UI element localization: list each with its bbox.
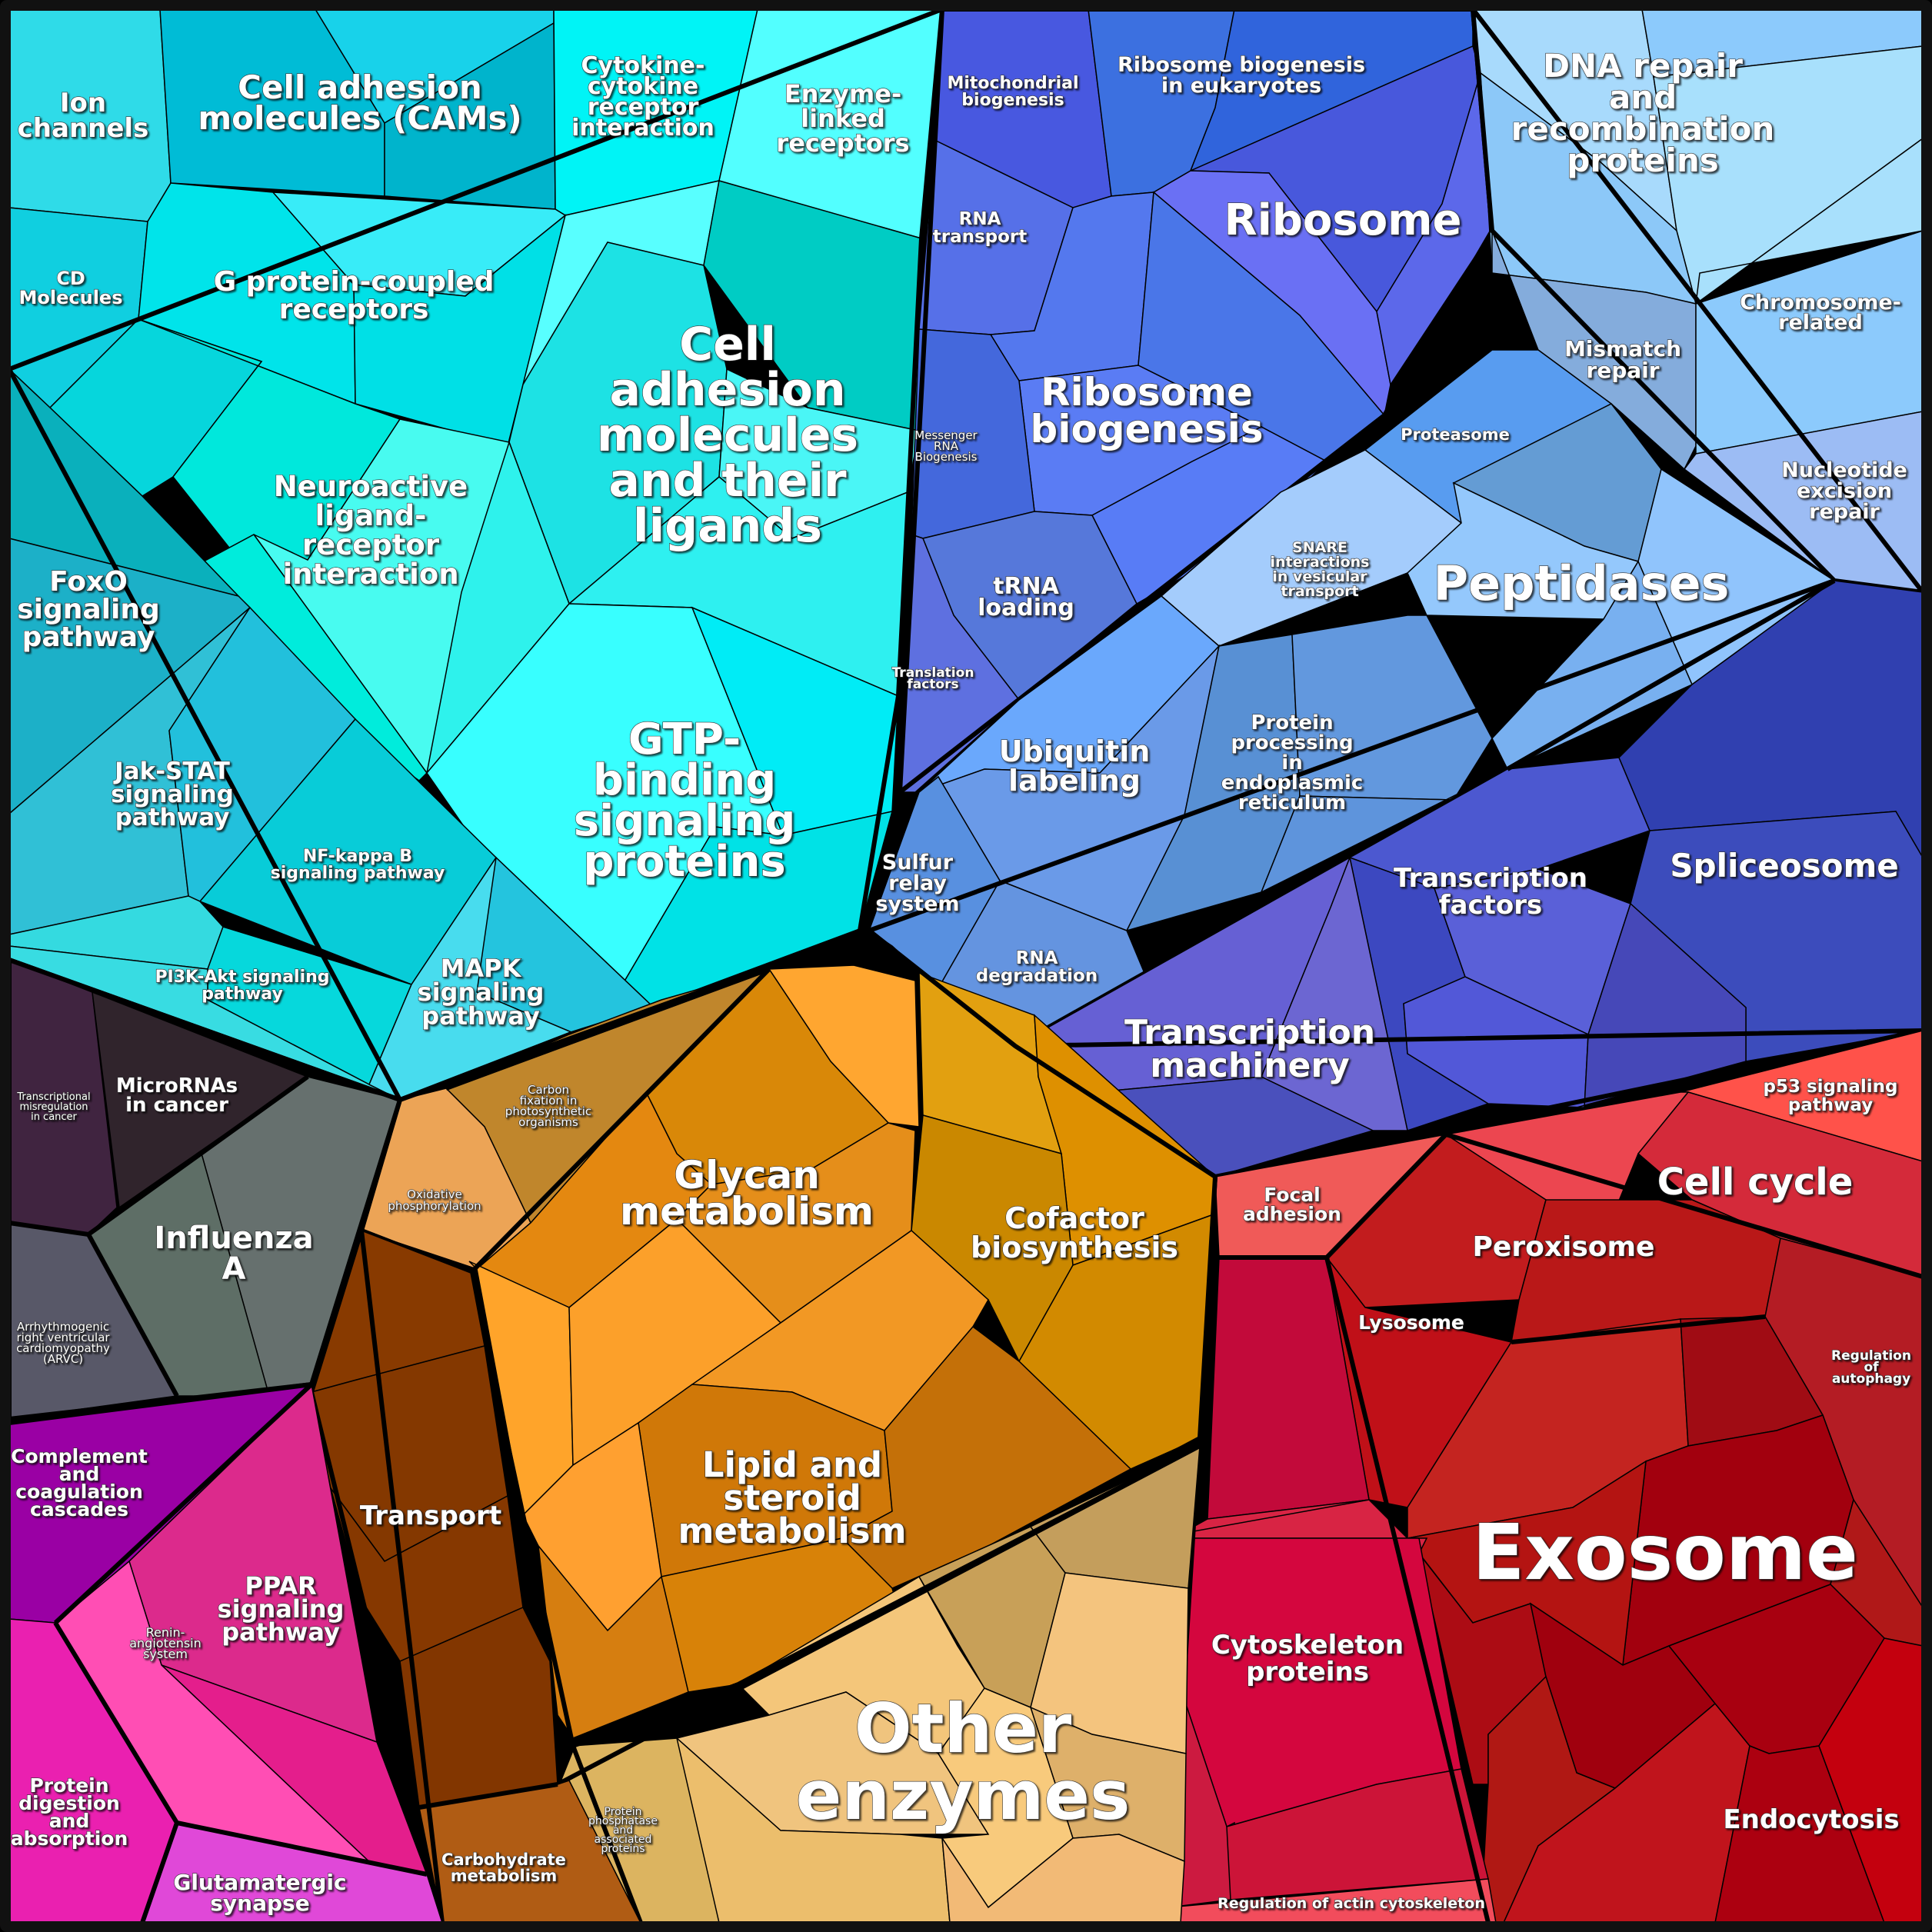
label-renin: Renin-angiotensin system	[129, 1625, 202, 1661]
label-phosphatase: Protein phosphatase and associated proteins	[588, 1806, 658, 1855]
label-pi3k: PI3K-Akt signaling pathway	[155, 968, 329, 1004]
label-dna-repair: DNA repair and recombination proteins	[1511, 47, 1775, 179]
label-translation: Translation factors	[892, 665, 974, 692]
label-cytokine: Cytokine-cytokine receptor interaction	[571, 52, 715, 142]
label-mapk: MAPK signaling pathway	[418, 954, 545, 1031]
label-actin: Regulation of actin cytoskeleton	[1217, 1895, 1485, 1912]
label-cell-adhesion-ligands: Cell adhesion molecules and their ligands	[597, 318, 858, 553]
label-complement: Complement and coagulation cascades	[11, 1445, 148, 1521]
label-mismatch: Mismatch repair	[1564, 336, 1681, 383]
label-nucleotide: Nucleotide excision repair	[1781, 458, 1907, 524]
label-peroxisome: Peroxisome	[1473, 1231, 1655, 1263]
label-mrna: Messenger RNA Biogenesis	[914, 428, 978, 464]
label-ribo-bio: Ribosome biogenesis	[1030, 370, 1263, 451]
label-oxphos: Oxidative phosphorylation	[388, 1188, 481, 1213]
label-p53: p53 signaling pathway	[1763, 1077, 1897, 1115]
cell-cyto-e[interactable]	[1226, 1768, 1489, 1900]
label-cams: Cell adhesion molecules (CAMs)	[198, 68, 521, 137]
label-transport: Transport	[360, 1501, 501, 1531]
group-transcription	[1013, 578, 1925, 1179]
label-lysosome: Lysosome	[1358, 1311, 1464, 1334]
cell-transport-d[interactable]	[399, 1607, 558, 1808]
label-mitochondrial: Mitochondrial biogenesis	[947, 74, 1078, 110]
label-arvc: Arrhythmogenic right ventricular cardiomyo…	[16, 1320, 110, 1366]
label-glutamatergic: Glutamatergic synapse	[173, 1870, 346, 1916]
label-snare: SNARE interactions in vesicular transport	[1271, 539, 1370, 600]
group-exosome	[1167, 1030, 1924, 1925]
label-carbon: Carbon fixation in photosynthetic organisms	[505, 1083, 591, 1129]
label-gpcr: G protein-coupled receptors	[214, 266, 495, 325]
label-rna-transport: RNA transport	[933, 209, 1028, 247]
label-carbohydrate: Carbohydrate metabolism	[441, 1850, 566, 1885]
label-influenza: Influenza A	[154, 1221, 313, 1287]
label-proteasome: Proteasome	[1401, 425, 1510, 444]
group-peptidases	[867, 349, 1837, 1048]
label-gtp: GTP-binding signaling proteins	[574, 715, 796, 887]
label-ppar: PPAR signaling pathway	[218, 1571, 345, 1647]
label-exosome: Exosome	[1472, 1507, 1858, 1597]
label-cd-molecules: CD Molecules	[19, 268, 123, 308]
label-rna-deg: RNA degradation	[976, 948, 1098, 986]
group-transport	[309, 1228, 642, 1925]
label-ribo-euk: Ribosome biogenesis in eukaryotes	[1118, 53, 1365, 98]
label-tm: Transcription machinery	[1124, 1013, 1375, 1085]
group-ribosome	[898, 7, 1494, 794]
group-cell-adhesion	[7, 7, 944, 1102]
group-other-enzymes	[555, 1444, 1202, 1924]
cell-cofactor-d[interactable]	[1018, 1214, 1212, 1470]
label-cofactor: Cofactor biosynthesis	[971, 1201, 1178, 1264]
label-foxo: FoxO signaling pathway	[17, 566, 160, 653]
label-peptidases: Peptidases	[1434, 555, 1730, 611]
labels: Ion channels Cell adhesion molecules (CAMs…	[10, 46, 1911, 1916]
label-neuroactive: Neuroactive ligand-receptor interaction	[274, 470, 468, 591]
cell-peptidases-c[interactable]	[1491, 560, 1693, 770]
label-ubiquitin: Ubiquitin labeling	[999, 734, 1151, 798]
label-glycan: Glycan metabolism	[620, 1153, 874, 1234]
label-micrornas: MicroRNAs in cancer	[116, 1074, 238, 1117]
label-ribosome: Ribosome	[1224, 195, 1461, 245]
label-spliceosome: Spliceosome	[1670, 847, 1898, 884]
label-ion-channels: Ion channels	[18, 88, 149, 144]
group-ppar	[7, 1382, 444, 1924]
label-enzyme-linked: Enzyme-linked receptors	[776, 79, 909, 158]
label-protein-dig: Protein digestion and absorption	[11, 1774, 128, 1850]
label-cellcycle: Cell cycle	[1657, 1161, 1854, 1204]
label-focal: Focal adhesion	[1243, 1184, 1341, 1225]
label-endocytosis: Endocytosis	[1723, 1804, 1899, 1835]
label-jakstat: Jak-STAT signaling pathway	[111, 758, 234, 831]
label-chromosome: Chromosome-related	[1740, 291, 1901, 335]
label-sulfur: Sulfur relay system	[875, 851, 959, 916]
label-trna: tRNA loading	[978, 573, 1074, 621]
label-lipid: Lipid and steroid metabolism	[678, 1444, 907, 1551]
label-tf: Transcription factors	[1394, 863, 1587, 921]
label-cytoskeleton: Cytoskeleton proteins	[1211, 1630, 1404, 1687]
label-autophagy: Regulation of autophagy	[1831, 1348, 1911, 1387]
label-transcriptional: Transcriptional misregulation in cancer	[16, 1091, 90, 1123]
label-protein-er: Protein processing in endoplasmic reticulum	[1221, 711, 1364, 814]
group-micrornas	[7, 958, 402, 1421]
label-other: Other enzymes	[796, 1689, 1131, 1835]
group-dna-repair	[1471, 7, 1925, 595]
